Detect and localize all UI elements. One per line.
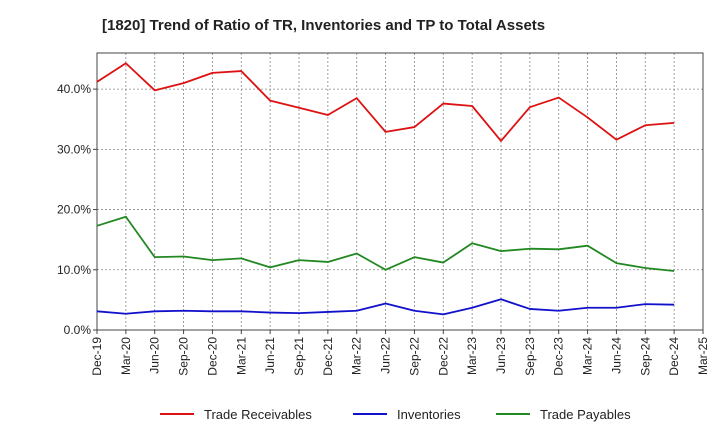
x-tick-label: Dec-22 xyxy=(436,337,450,376)
series-line-trade-payables xyxy=(96,215,675,272)
plot-area xyxy=(96,52,704,331)
series-line-inventories xyxy=(96,298,675,316)
chart-title: [1820] Trend of Ratio of TR, Inventories… xyxy=(102,17,545,34)
legend-label-trade-payables: Trade Payables xyxy=(540,407,631,422)
x-tick-label: Jun-23 xyxy=(494,337,508,374)
x-tick-label: Jun-20 xyxy=(148,337,162,374)
x-tick-label: Sep-20 xyxy=(177,337,191,376)
x-tick-label: Dec-20 xyxy=(205,337,219,376)
x-tick-label: Mar-22 xyxy=(350,337,364,375)
x-tick-label: Mar-23 xyxy=(465,337,479,375)
x-tick-label: Jun-21 xyxy=(263,337,277,374)
x-tick-label: Jun-24 xyxy=(609,337,623,374)
y-tick-label: 20.0% xyxy=(57,203,91,217)
x-tick-label: Mar-21 xyxy=(234,337,248,375)
x-tick-label: Sep-21 xyxy=(292,337,306,376)
x-tick-label: Sep-23 xyxy=(523,337,537,376)
x-tick-label: Dec-23 xyxy=(552,337,566,376)
y-tick-label: 0.0% xyxy=(64,323,92,337)
x-tick-label: Dec-24 xyxy=(667,337,681,376)
y-tick-label: 40.0% xyxy=(57,82,91,96)
x-tick-label: Mar-24 xyxy=(581,337,595,375)
y-tick-label: 30.0% xyxy=(57,142,91,156)
x-tick-label: Jun-22 xyxy=(379,337,393,374)
legend-label-inventories: Inventories xyxy=(397,407,461,422)
x-tick-label: Mar-20 xyxy=(119,337,133,375)
grid-lines xyxy=(97,53,703,330)
x-tick-label: Dec-19 xyxy=(90,337,104,376)
y-axis: 0.0% 10.0% 20.0% 30.0% 40.0% xyxy=(57,82,97,337)
y-tick-label: 10.0% xyxy=(57,263,91,277)
x-tick-label: Mar-25 xyxy=(696,337,710,375)
legend-label-trade-receivables: Trade Receivables xyxy=(204,407,312,422)
x-tick-label: Sep-22 xyxy=(407,337,421,376)
series-lines xyxy=(96,62,675,316)
x-axis: Dec-19 Mar-20 Jun-20 Sep-20 Dec-20 Mar-21 Jun-… xyxy=(90,330,710,376)
legend: Trade Receivables Inventories Trade Payabl… xyxy=(160,407,631,422)
x-tick-label: Sep-24 xyxy=(638,337,652,376)
x-tick-label: Dec-21 xyxy=(321,337,335,376)
series-line-trade-receivables xyxy=(96,62,675,142)
